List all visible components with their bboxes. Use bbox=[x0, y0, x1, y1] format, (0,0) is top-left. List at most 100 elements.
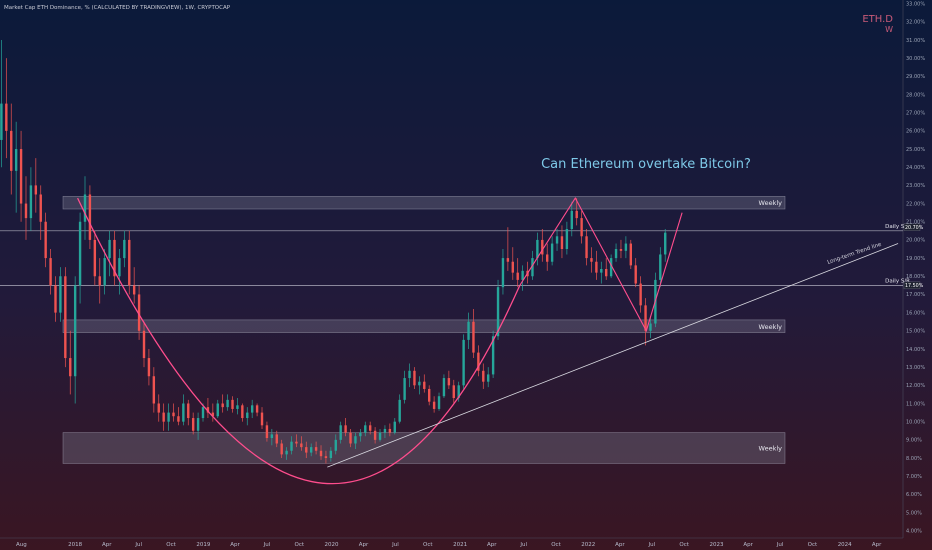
candle-2020-12-14 bbox=[452, 379, 455, 404]
candle-2018-02-26 bbox=[93, 230, 97, 286]
candle-body bbox=[491, 336, 495, 375]
candle-2019-12-16 bbox=[324, 450, 328, 464]
candle-2020-02-24 bbox=[349, 428, 352, 448]
candle-2019-07-01 bbox=[265, 421, 269, 442]
time-axis[interactable]: Aug 2018 Apr Jul Oct 2019 Apr Jul Oct 2020 Apr Jul O… bbox=[16, 542, 882, 548]
x-tick-label: Apr bbox=[230, 542, 240, 548]
candle-body bbox=[349, 432, 352, 444]
candle-2021-06-28 bbox=[521, 265, 524, 291]
candle-2020-05-18 bbox=[378, 428, 382, 442]
zone-label-2: Weekly bbox=[759, 445, 783, 453]
candle-body bbox=[565, 229, 569, 250]
candle-body bbox=[260, 412, 264, 426]
candle-body bbox=[132, 285, 136, 295]
price-badge-text: 17.50% bbox=[905, 283, 924, 289]
candle-body bbox=[447, 378, 451, 386]
candle-body bbox=[54, 285, 57, 313]
candle-body bbox=[560, 236, 564, 250]
candle-2018-12-17 bbox=[196, 412, 200, 440]
candle-body bbox=[5, 103, 8, 131]
candle-body bbox=[609, 258, 613, 277]
candle-body bbox=[649, 323, 652, 331]
candle-2022-03-07 bbox=[609, 254, 613, 279]
candle-2021-02-22 bbox=[477, 345, 480, 377]
candle-body bbox=[531, 258, 534, 277]
y-tick-label: 4.00% bbox=[906, 529, 922, 535]
candle-2020-11-02 bbox=[437, 392, 441, 411]
y-tick-label: 21.00% bbox=[906, 220, 925, 226]
candle-body bbox=[314, 447, 318, 451]
candle-2017-06-05 bbox=[0, 39, 3, 168]
candle-2018-12-31 bbox=[201, 403, 205, 422]
x-tick-label: Oct bbox=[294, 542, 304, 548]
candle-body bbox=[216, 403, 219, 417]
candle-2018-11-05 bbox=[182, 394, 185, 426]
candle-2022-04-04 bbox=[619, 239, 623, 259]
x-tick-label: 2021 bbox=[453, 542, 467, 548]
price-axis[interactable]: 4.00% 5.00% 6.00% 7.00% 8.00% 9.00% 10.00% 11.0… bbox=[903, 1, 925, 535]
candle-body bbox=[182, 403, 185, 422]
candle-2017-07-31 bbox=[19, 130, 23, 222]
chart-header-title: Market Cap ETH Dominance, % (CALCULATED … bbox=[4, 5, 231, 11]
candle-2021-11-15 bbox=[570, 201, 573, 237]
candle-2021-01-25 bbox=[467, 312, 470, 349]
candle-body bbox=[393, 421, 396, 433]
candle-body bbox=[467, 321, 470, 340]
candle-2021-11-01 bbox=[565, 221, 569, 255]
candle-body bbox=[413, 370, 416, 386]
candle-body bbox=[73, 285, 77, 377]
x-tick-label: Oct bbox=[166, 542, 176, 548]
candle-2017-12-04 bbox=[64, 267, 67, 368]
candle-2018-07-16 bbox=[142, 321, 146, 368]
candle-body bbox=[10, 130, 13, 171]
x-tick-label: Jul bbox=[263, 542, 271, 548]
candle-2020-02-10 bbox=[344, 418, 347, 437]
candle-body bbox=[128, 239, 131, 286]
candle-2019-07-15 bbox=[270, 428, 274, 446]
y-tick-label: 20.00% bbox=[906, 238, 925, 244]
zone-label-1: Weekly bbox=[759, 323, 783, 331]
y-tick-label: 28.00% bbox=[906, 92, 925, 98]
candle-2019-10-21 bbox=[305, 441, 308, 459]
candle-2021-05-03 bbox=[501, 249, 505, 295]
candle-body bbox=[575, 210, 578, 219]
candle-2020-10-19 bbox=[432, 396, 436, 413]
candle-body bbox=[408, 370, 411, 379]
candle-2022-05-16 bbox=[634, 258, 637, 288]
candle-body bbox=[398, 399, 401, 422]
x-tick-label: Oct bbox=[808, 542, 818, 548]
candle-2022-04-18 bbox=[624, 236, 628, 259]
candle-2021-03-22 bbox=[487, 367, 490, 388]
candle-body bbox=[275, 434, 278, 444]
candle-2022-08-08 bbox=[664, 229, 667, 262]
candle-body bbox=[339, 425, 342, 440]
candle-body bbox=[403, 378, 406, 400]
y-tick-label: 5.00% bbox=[906, 510, 922, 516]
candle-2018-07-30 bbox=[147, 348, 151, 386]
candle-body bbox=[462, 339, 465, 386]
candle-2018-03-12 bbox=[98, 258, 101, 304]
candle-2017-07-03 bbox=[10, 103, 13, 195]
price-badge-1: 17.50% bbox=[903, 281, 924, 289]
y-tick-label: 18.00% bbox=[906, 274, 925, 280]
candle-body bbox=[634, 265, 637, 284]
candle-body bbox=[639, 283, 642, 306]
candle-body bbox=[83, 194, 87, 222]
zone-weekly-1 bbox=[62, 319, 786, 333]
candle-body bbox=[487, 374, 490, 382]
candle-2020-06-15 bbox=[388, 423, 392, 437]
candle-2019-05-06 bbox=[246, 407, 249, 426]
candle-2018-01-15 bbox=[78, 212, 82, 304]
candle-2018-06-18 bbox=[132, 267, 136, 304]
candle-2022-01-10 bbox=[590, 247, 593, 273]
candle-2018-09-24 bbox=[167, 403, 170, 431]
candle-2022-02-21 bbox=[605, 258, 608, 280]
candle-2019-05-20 bbox=[250, 399, 254, 419]
candle-body bbox=[383, 428, 387, 433]
candle-body bbox=[103, 258, 106, 286]
y-tick-label: 12.00% bbox=[906, 383, 925, 389]
candle-2017-08-14 bbox=[24, 176, 28, 240]
y-tick-label: 9.00% bbox=[906, 438, 922, 444]
